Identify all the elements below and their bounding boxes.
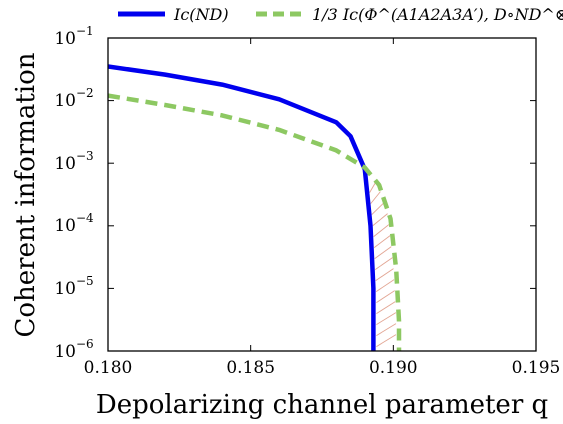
y-tick-label: 10−2 bbox=[54, 86, 93, 111]
y-tick-labels: 10−1 10−2 10−3 10−4 10−5 10−6 bbox=[54, 24, 94, 362]
x-tick-label: 0.185 bbox=[226, 358, 275, 378]
y-tick-label: 10−5 bbox=[54, 274, 93, 299]
series-line-1 bbox=[108, 93, 402, 351]
series-line-0 bbox=[108, 64, 376, 351]
hatch-line bbox=[373, 224, 390, 237]
y-tick-label: 10−3 bbox=[54, 149, 93, 174]
series-group bbox=[108, 64, 402, 351]
y-axis-title: Coherent information bbox=[11, 52, 41, 337]
x-tick-label: 0.195 bbox=[512, 358, 561, 378]
hatch-line bbox=[376, 312, 397, 325]
y-tick-label: 10−4 bbox=[54, 211, 94, 236]
hatch-line bbox=[376, 334, 397, 347]
hatch-line bbox=[370, 191, 381, 204]
hatch-line bbox=[374, 246, 392, 259]
hatch-line bbox=[372, 213, 388, 226]
hatch-line bbox=[375, 279, 395, 292]
hatch-region bbox=[369, 180, 397, 347]
legend-label-induced: 1/3 Ic(Φ^(A1A2A3A′), D∘ND^⊗3) bbox=[312, 5, 563, 24]
ticks-group bbox=[107, 37, 537, 352]
x-tick-label: 0.190 bbox=[369, 358, 418, 378]
hatch-line bbox=[376, 301, 396, 314]
hatch-line bbox=[371, 202, 385, 215]
plot-frame bbox=[107, 37, 537, 352]
legend: Ic(ND) 1/3 Ic(Φ^(A1A2A3A′), D∘ND^⊗3) bbox=[118, 5, 563, 24]
hatch-line bbox=[376, 290, 395, 303]
y-tick-label: 10−1 bbox=[54, 24, 93, 49]
x-tick-label: 0.180 bbox=[84, 358, 133, 378]
x-axis-title: Depolarizing channel parameter q bbox=[96, 390, 548, 420]
hatch-line bbox=[376, 323, 397, 336]
legend-label-ic: Ic(ND) bbox=[173, 5, 229, 24]
y-tick-label: 10−6 bbox=[54, 337, 93, 362]
hatch-line bbox=[374, 257, 393, 270]
hatch-line bbox=[375, 268, 394, 281]
hatch-line bbox=[373, 235, 391, 248]
